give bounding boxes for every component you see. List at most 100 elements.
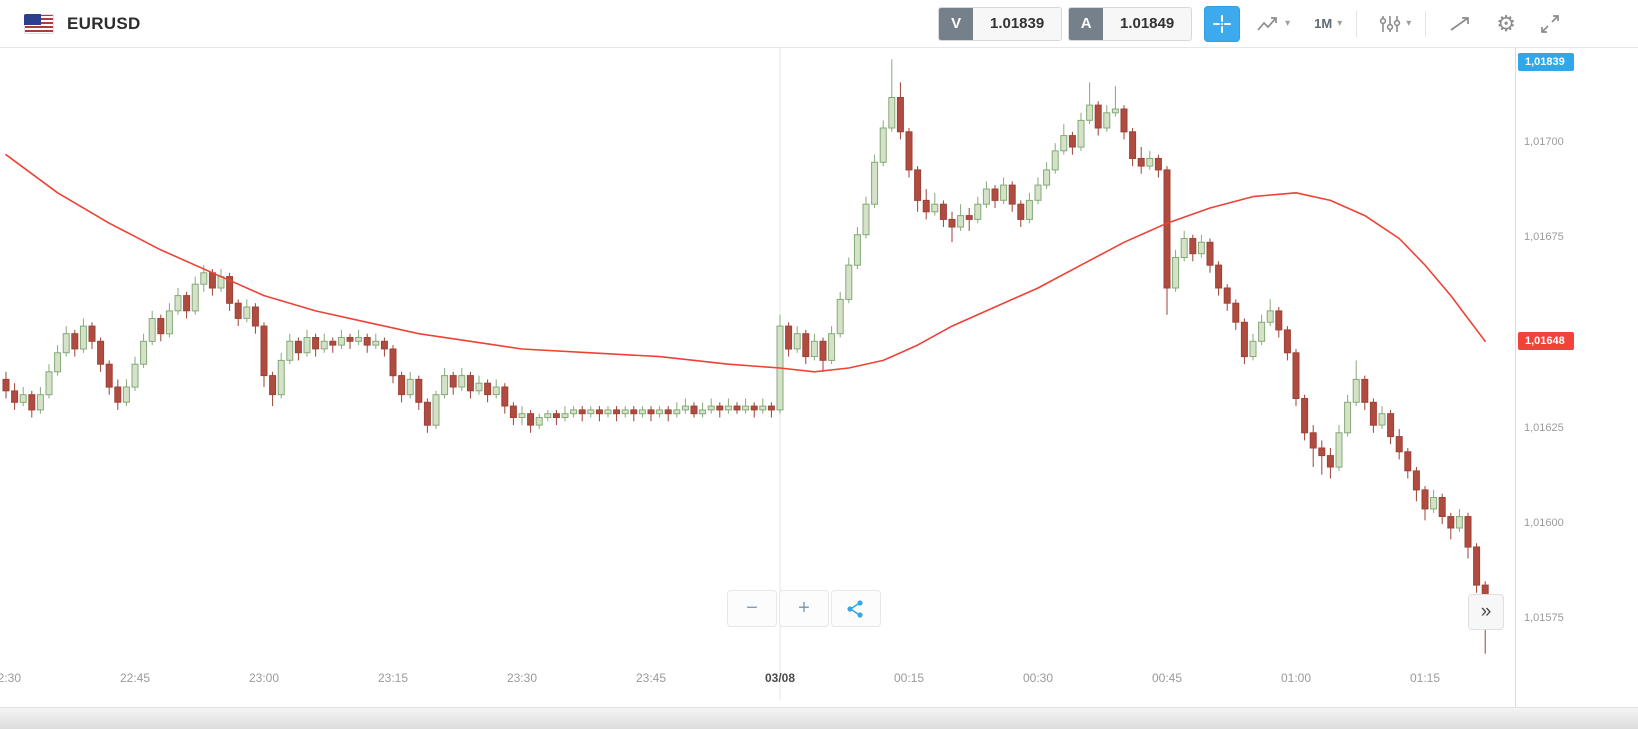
candle-down	[819, 340, 827, 361]
candle-down	[1189, 238, 1197, 255]
candle-up	[286, 340, 294, 361]
sell-quote-button[interactable]: V 1.01839	[938, 6, 1063, 41]
time-label: 01:15	[1410, 671, 1440, 685]
candle-up	[492, 386, 500, 396]
candle-up	[45, 371, 53, 396]
candle-up	[54, 352, 62, 373]
bottom-scroll-strip	[0, 707, 1638, 729]
moving-average-line	[5, 153, 1486, 373]
candle-down	[1395, 436, 1403, 453]
candle-down	[552, 413, 560, 419]
candle-down	[1404, 451, 1412, 472]
candle-up	[974, 203, 982, 220]
candle-up	[303, 337, 311, 354]
candle-down	[28, 394, 36, 411]
candle-down	[1301, 398, 1309, 434]
candle-down	[1068, 135, 1076, 148]
candle-down	[269, 375, 277, 396]
candle-down	[363, 337, 371, 346]
candle-up	[931, 203, 939, 213]
toolbar: EURUSD V 1.01839 A 1.01849	[0, 0, 1638, 48]
candle-up	[879, 127, 887, 163]
interval-dropdown[interactable]: 1M ▾	[1306, 12, 1350, 35]
settings-button[interactable]: ⚙	[1488, 9, 1524, 39]
candle-up	[1258, 321, 1266, 342]
candle-up	[1051, 150, 1059, 171]
candle-down	[71, 333, 79, 350]
candle-down	[905, 131, 913, 171]
candle-up	[862, 203, 870, 236]
candle-down	[802, 333, 810, 358]
chevron-down-icon: ▾	[1337, 17, 1343, 29]
indicators-button[interactable]: ▾	[1371, 10, 1419, 38]
current-price-badge: 1,01839	[1518, 53, 1574, 71]
fullscreen-button[interactable]	[1532, 10, 1568, 38]
line-chart-icon	[1257, 16, 1277, 31]
candle-down	[11, 390, 19, 403]
candle-down	[578, 409, 586, 415]
candle-up	[845, 264, 853, 300]
candle-down	[501, 386, 509, 407]
candle-down	[415, 378, 423, 403]
chevron-down-icon: ▾	[1406, 17, 1412, 29]
candlestick-chart[interactable]: 22:30 22:45 23:00 23:15 23:30 23:45 03/08 00:15…	[0, 48, 1515, 729]
candle-down	[183, 295, 191, 312]
candle-up	[535, 417, 543, 426]
scroll-to-latest-button[interactable]: »	[1468, 594, 1504, 630]
candle-up	[372, 340, 380, 346]
candle-up	[544, 413, 552, 419]
candle-down	[329, 340, 337, 346]
ma-value-badge: 1,01648	[1518, 332, 1574, 351]
candle-up	[828, 333, 836, 361]
candle-up	[1060, 135, 1068, 152]
candle-up	[1455, 516, 1463, 529]
candle-up	[1344, 401, 1352, 434]
price-tick: 1,01700	[1524, 136, 1564, 149]
zoom-in-button[interactable]: +	[779, 590, 829, 627]
buy-quote-button[interactable]: A 1.01849	[1068, 6, 1193, 41]
chart-type-button[interactable]: ▾	[1248, 10, 1298, 38]
candle-down	[484, 382, 492, 396]
candle-up	[1034, 184, 1042, 201]
candle-down	[1361, 378, 1369, 403]
candle-down	[380, 340, 388, 350]
time-label: 23:30	[507, 671, 537, 685]
candle-up	[656, 409, 664, 415]
chevron-down-icon: ▾	[1285, 17, 1291, 29]
candle-down	[647, 409, 655, 415]
candle-down	[1326, 455, 1334, 468]
candle-down	[1094, 104, 1102, 129]
candle-down	[1232, 302, 1240, 323]
candle-down	[509, 405, 517, 419]
time-label: 23:15	[378, 671, 408, 685]
candle-up	[853, 234, 861, 266]
candle-down	[234, 302, 242, 319]
candle-up	[1025, 199, 1033, 220]
candle-down	[1473, 546, 1481, 586]
price-axis[interactable]: 1,01839 1,01648 1,01700 1,01675 1,01625 1,0…	[1515, 48, 1638, 729]
share-button[interactable]	[831, 590, 881, 627]
drawing-tools-button[interactable]	[1440, 10, 1480, 38]
candle-up	[1378, 413, 1386, 426]
candle-down	[922, 199, 930, 213]
candle-up	[1077, 119, 1085, 148]
candle-up	[1352, 378, 1360, 403]
candle-down	[914, 169, 922, 201]
candle-up	[699, 409, 707, 415]
crosshair-button[interactable]	[1204, 5, 1241, 42]
candle-down	[294, 340, 302, 354]
candle-down	[750, 405, 758, 411]
candle-up	[458, 375, 466, 388]
time-label: 00:45	[1152, 671, 1182, 685]
toolbar-controls: V 1.01839 A 1.01849 ▾	[938, 5, 1568, 42]
candle-up	[1249, 340, 1257, 357]
candle-up	[165, 310, 173, 335]
candle-down	[157, 318, 165, 335]
candle-up	[1172, 257, 1180, 289]
candle-up	[673, 409, 681, 415]
candle-down	[1412, 470, 1420, 491]
candle-down	[1017, 203, 1025, 220]
candle-down	[398, 375, 406, 396]
zoom-out-button[interactable]: −	[727, 590, 777, 627]
sliders-icon	[1380, 15, 1401, 32]
